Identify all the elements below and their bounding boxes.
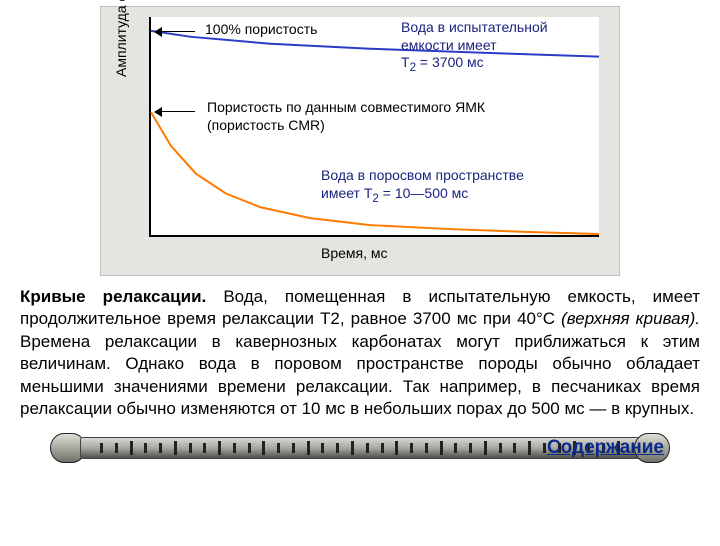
- annot-cmr-porosity: Пористость по данным совместимого ЯМК (п…: [207, 99, 485, 134]
- annot-line: Пористость по данным совместимого ЯМК: [207, 99, 485, 115]
- y-axis-label: Амплитуда сигнала: [113, 0, 129, 77]
- annot-line: (пористость CMR): [207, 117, 325, 133]
- toc-link[interactable]: Содержание: [547, 437, 664, 459]
- annot-line: = 3700 мс: [416, 54, 484, 70]
- annot-water-test-container: Вода в испытательной емкости имеет T2 = …: [401, 19, 548, 75]
- caption-text-2: Времена релаксации в кавернозных карбона…: [20, 332, 700, 418]
- caption-italic: (верхняя кривая).: [561, 309, 700, 328]
- annot-line: T: [401, 54, 410, 70]
- caption-lead: Кривые релаксации.: [20, 287, 206, 306]
- annot-water-pore-space: Вода в поросвом пространстве имеет Т2 = …: [321, 167, 524, 206]
- figure-caption: Кривые релаксации. Вода, помещенная в ис…: [20, 286, 700, 421]
- relaxation-chart: Амплитуда сигнала Время, мс 100% пористо…: [100, 6, 620, 276]
- plot-area: 100% пористость Вода в испытательной емк…: [149, 17, 599, 237]
- arrow-to-orange: [155, 111, 195, 112]
- logging-tool-graphic: Содержание: [50, 431, 670, 465]
- annot-line: Вода в испытательной: [401, 19, 548, 35]
- arrow-to-blue: [155, 31, 195, 32]
- annot-line: емкости имеет: [401, 37, 497, 53]
- x-axis-label: Время, мс: [321, 245, 388, 261]
- annot-line: имеет Т: [321, 185, 372, 201]
- tool-ticks: [100, 441, 620, 455]
- annot-line: = 10—500 мс: [379, 185, 468, 201]
- annot-100-porosity: 100% пористость: [205, 21, 317, 39]
- annot-line: Вода в поросвом пространстве: [321, 167, 524, 183]
